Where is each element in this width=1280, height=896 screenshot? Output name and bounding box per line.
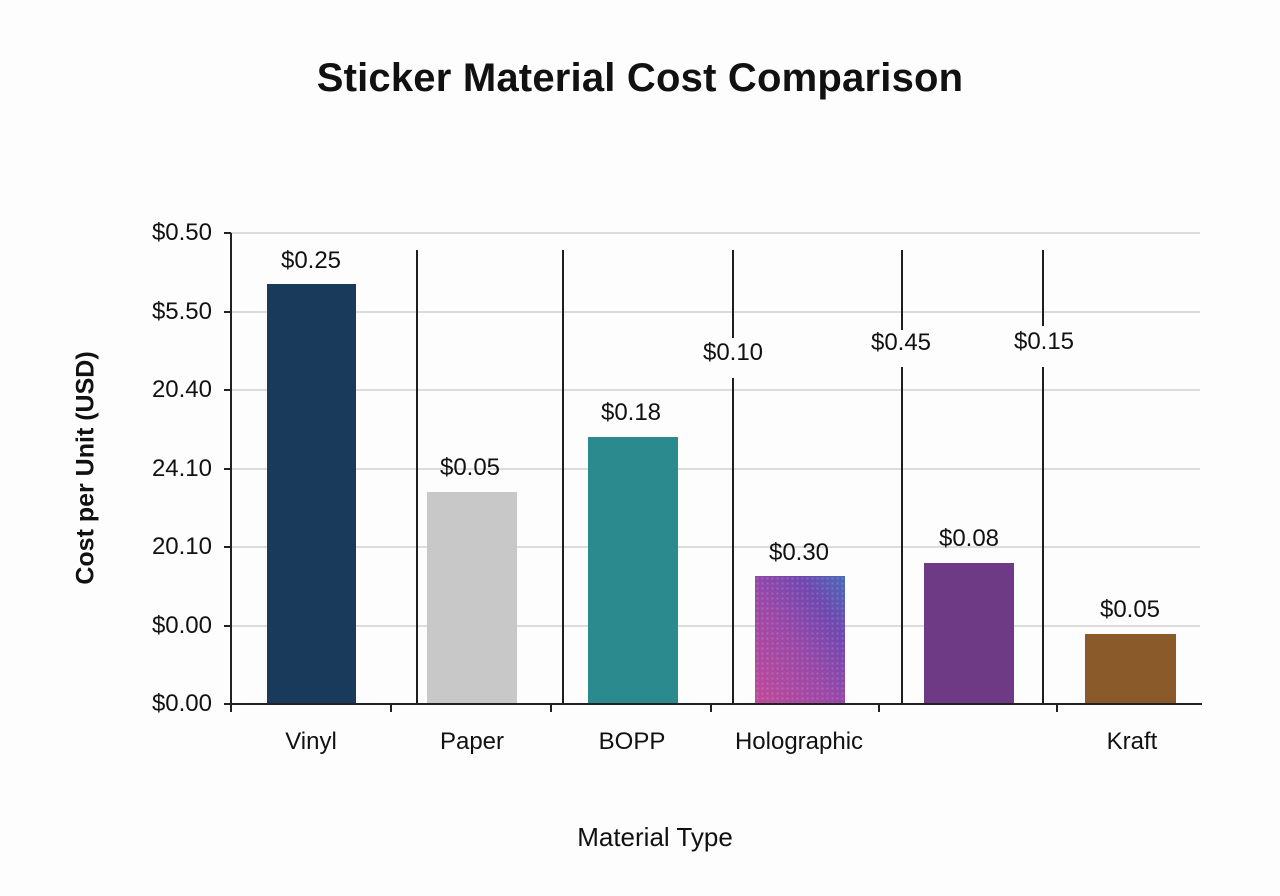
x-category-label: Holographic — [734, 728, 864, 755]
y-tick-label: 24.10 — [151, 455, 212, 482]
gridline — [231, 311, 1200, 313]
bar-vinyl — [267, 284, 356, 704]
bar-value-label: $0.18 — [600, 399, 662, 426]
y-tick — [224, 389, 231, 391]
x-category-label: Vinyl — [285, 728, 337, 755]
bar-value-label: $0.08 — [938, 525, 1000, 552]
bar-bopp — [588, 437, 678, 704]
y-tick — [224, 546, 231, 548]
bar-value-label: $0.25 — [280, 247, 342, 274]
gridline — [231, 389, 1200, 391]
y-tick-label: 20.40 — [151, 376, 212, 403]
bar-holographic — [755, 576, 845, 704]
gridline — [231, 232, 1200, 234]
bar-value-label: $0.30 — [768, 539, 830, 566]
gridline — [231, 468, 1200, 470]
floating-value-label: $0.45 — [870, 329, 932, 356]
x-tick — [550, 704, 552, 712]
x-axis — [224, 703, 1202, 705]
x-tick — [878, 704, 880, 712]
y-tick-label: $5.50 — [151, 298, 212, 325]
y-tick — [224, 232, 231, 234]
x-tick — [710, 704, 712, 712]
gridline — [231, 625, 1200, 627]
chart-title: Sticker Material Cost Comparison — [316, 56, 964, 100]
divider-line — [1042, 367, 1044, 704]
gridline — [231, 546, 1200, 548]
y-tick-label: $0.00 — [151, 690, 212, 717]
divider-line — [732, 250, 734, 338]
y-tick-label: $0.00 — [151, 612, 212, 639]
bar-kraft — [1085, 634, 1176, 704]
floating-value-label: $0.15 — [1013, 328, 1075, 355]
y-tick-label: $0.50 — [151, 219, 212, 246]
divider-line — [901, 250, 903, 330]
x-tick — [230, 704, 232, 712]
y-tick — [224, 311, 231, 313]
bar-value-label: $0.05 — [439, 454, 501, 481]
x-category-label: BOPP — [598, 728, 666, 755]
divider-line — [1042, 250, 1044, 326]
divider-line — [416, 250, 418, 704]
bar-paper — [427, 492, 517, 704]
x-tick — [390, 704, 392, 712]
x-axis-label: Material Type — [577, 822, 733, 852]
y-tick-label: 20.10 — [151, 533, 212, 560]
y-tick — [224, 468, 231, 470]
y-tick — [224, 625, 231, 627]
x-category-label: Paper — [439, 728, 505, 755]
divider-line — [732, 378, 734, 704]
bar-unlabeled-purple — [924, 563, 1014, 704]
floating-value-label: $0.10 — [702, 339, 764, 366]
x-category-label: Kraft — [1106, 728, 1158, 755]
divider-line — [901, 367, 903, 704]
y-axis — [230, 233, 232, 705]
x-tick — [1056, 704, 1058, 712]
divider-line — [562, 250, 564, 704]
bar-value-label: $0.05 — [1099, 596, 1161, 623]
